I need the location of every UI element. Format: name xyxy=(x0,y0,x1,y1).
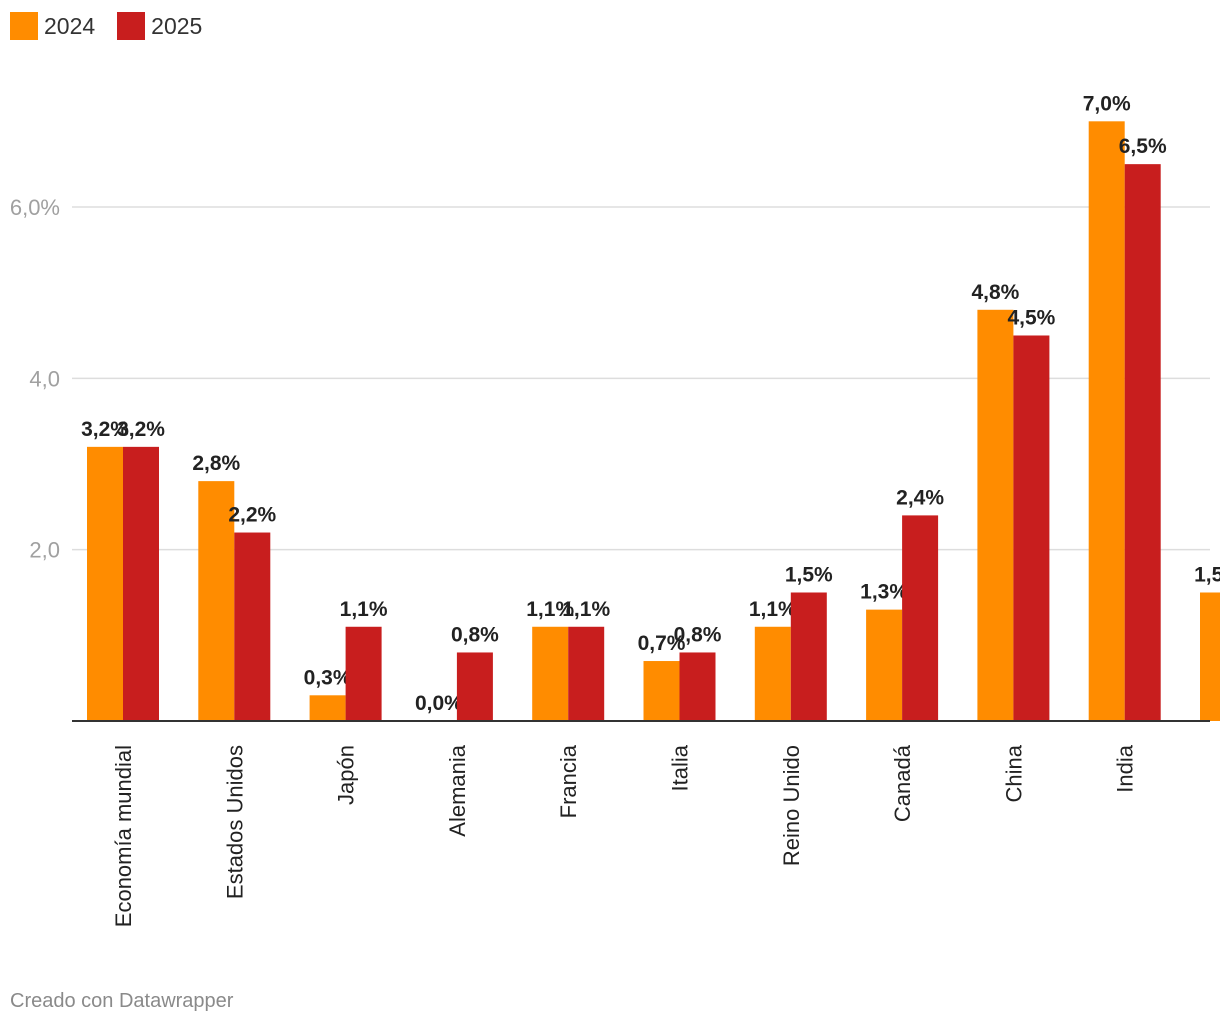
legend: 2024 2025 xyxy=(10,12,224,40)
bar-2025-7 xyxy=(902,515,939,721)
data-label-2024-3: 0,0% xyxy=(415,692,463,715)
data-label-2025-7: 2,4% xyxy=(896,486,944,509)
bar-2025-1 xyxy=(234,532,271,721)
category-label-7: Canadá xyxy=(890,744,915,822)
data-label-2025-1: 2,2% xyxy=(228,504,276,527)
bar-2024-10 xyxy=(1200,592,1220,721)
data-label-2025-3: 0,8% xyxy=(451,623,499,646)
legend-item-2025: 2025 xyxy=(117,12,202,40)
data-label-2025-5: 0,8% xyxy=(674,623,722,646)
legend-swatch-2024 xyxy=(10,12,38,40)
bar-2025-6 xyxy=(790,592,827,721)
data-label-2024-2: 0,3% xyxy=(304,666,352,689)
legend-item-2024: 2024 xyxy=(10,12,95,40)
bar-chart: 2,0 4,0 6,0% 3,2%3,2% Economía mundial 2,8% 2,… xyxy=(10,92,1220,927)
category-label-0: Economía mundial xyxy=(111,745,136,927)
data-label-2024-10: 1,5% xyxy=(1194,563,1220,586)
bar-2024-9 xyxy=(1088,121,1125,721)
bar-2024-6 xyxy=(754,626,791,721)
data-label-2024-4: 1,1% xyxy=(526,598,574,621)
y-tick-label-2: 6,0% xyxy=(10,195,60,220)
bar-2025-3 xyxy=(456,652,493,721)
data-label-2024-5: 0,7% xyxy=(638,632,686,655)
category-label-1: Estados Unidos xyxy=(222,745,247,899)
bar-2024-0 xyxy=(87,446,123,721)
data-label-2024-1: 2,8% xyxy=(192,452,240,475)
category-label-9: India xyxy=(1113,744,1138,792)
category-label-5: Italia xyxy=(668,744,693,791)
y-tick-label-0: 2,0 xyxy=(29,538,60,563)
data-label-2024-9: 7,0% xyxy=(1083,92,1131,115)
data-label-2024-0: 3,2% xyxy=(81,418,129,441)
data-label-2025-2: 1,1% xyxy=(340,598,388,621)
bar-2024-8 xyxy=(977,309,1014,721)
bar-2024-5 xyxy=(643,661,680,721)
category-label-4: Francia xyxy=(556,744,581,818)
bar-2025-5 xyxy=(679,652,716,721)
data-label-2025-8: 4,5% xyxy=(1007,306,1055,329)
bar-2024-7 xyxy=(866,609,903,721)
legend-swatch-2025 xyxy=(117,12,146,40)
credit-text: Creado con Datawrapper xyxy=(10,990,234,1012)
bar-2025-4 xyxy=(568,626,605,721)
data-label-2024-8: 4,8% xyxy=(971,281,1019,304)
bar-2025-9 xyxy=(1124,164,1161,721)
data-label-2025-0: 3,2% xyxy=(117,418,165,441)
data-label-2024-6: 1,1% xyxy=(749,598,797,621)
bar-2025-8 xyxy=(1013,335,1050,721)
category-label-8: China xyxy=(1001,744,1026,802)
legend-label-2024: 2024 xyxy=(44,12,96,39)
bar-2024-4 xyxy=(532,626,569,721)
bar-2025-2 xyxy=(345,626,382,721)
y-tick-label-1: 4,0 xyxy=(29,366,60,391)
bar-2025-0 xyxy=(123,446,159,721)
data-label-2024-7: 1,3% xyxy=(860,581,908,604)
bar-2024-1 xyxy=(198,481,235,721)
category-label-2: Japón xyxy=(334,745,359,805)
data-label-2025-9: 6,5% xyxy=(1119,135,1167,158)
category-label-3: Alemania xyxy=(445,744,470,836)
data-label-2025-6: 1,5% xyxy=(785,563,833,586)
data-label-2025-4: 1,1% xyxy=(562,598,610,621)
category-label-6: Reino Unido xyxy=(779,745,804,866)
legend-label-2025: 2025 xyxy=(151,12,203,39)
bar-2024-2 xyxy=(309,695,346,721)
